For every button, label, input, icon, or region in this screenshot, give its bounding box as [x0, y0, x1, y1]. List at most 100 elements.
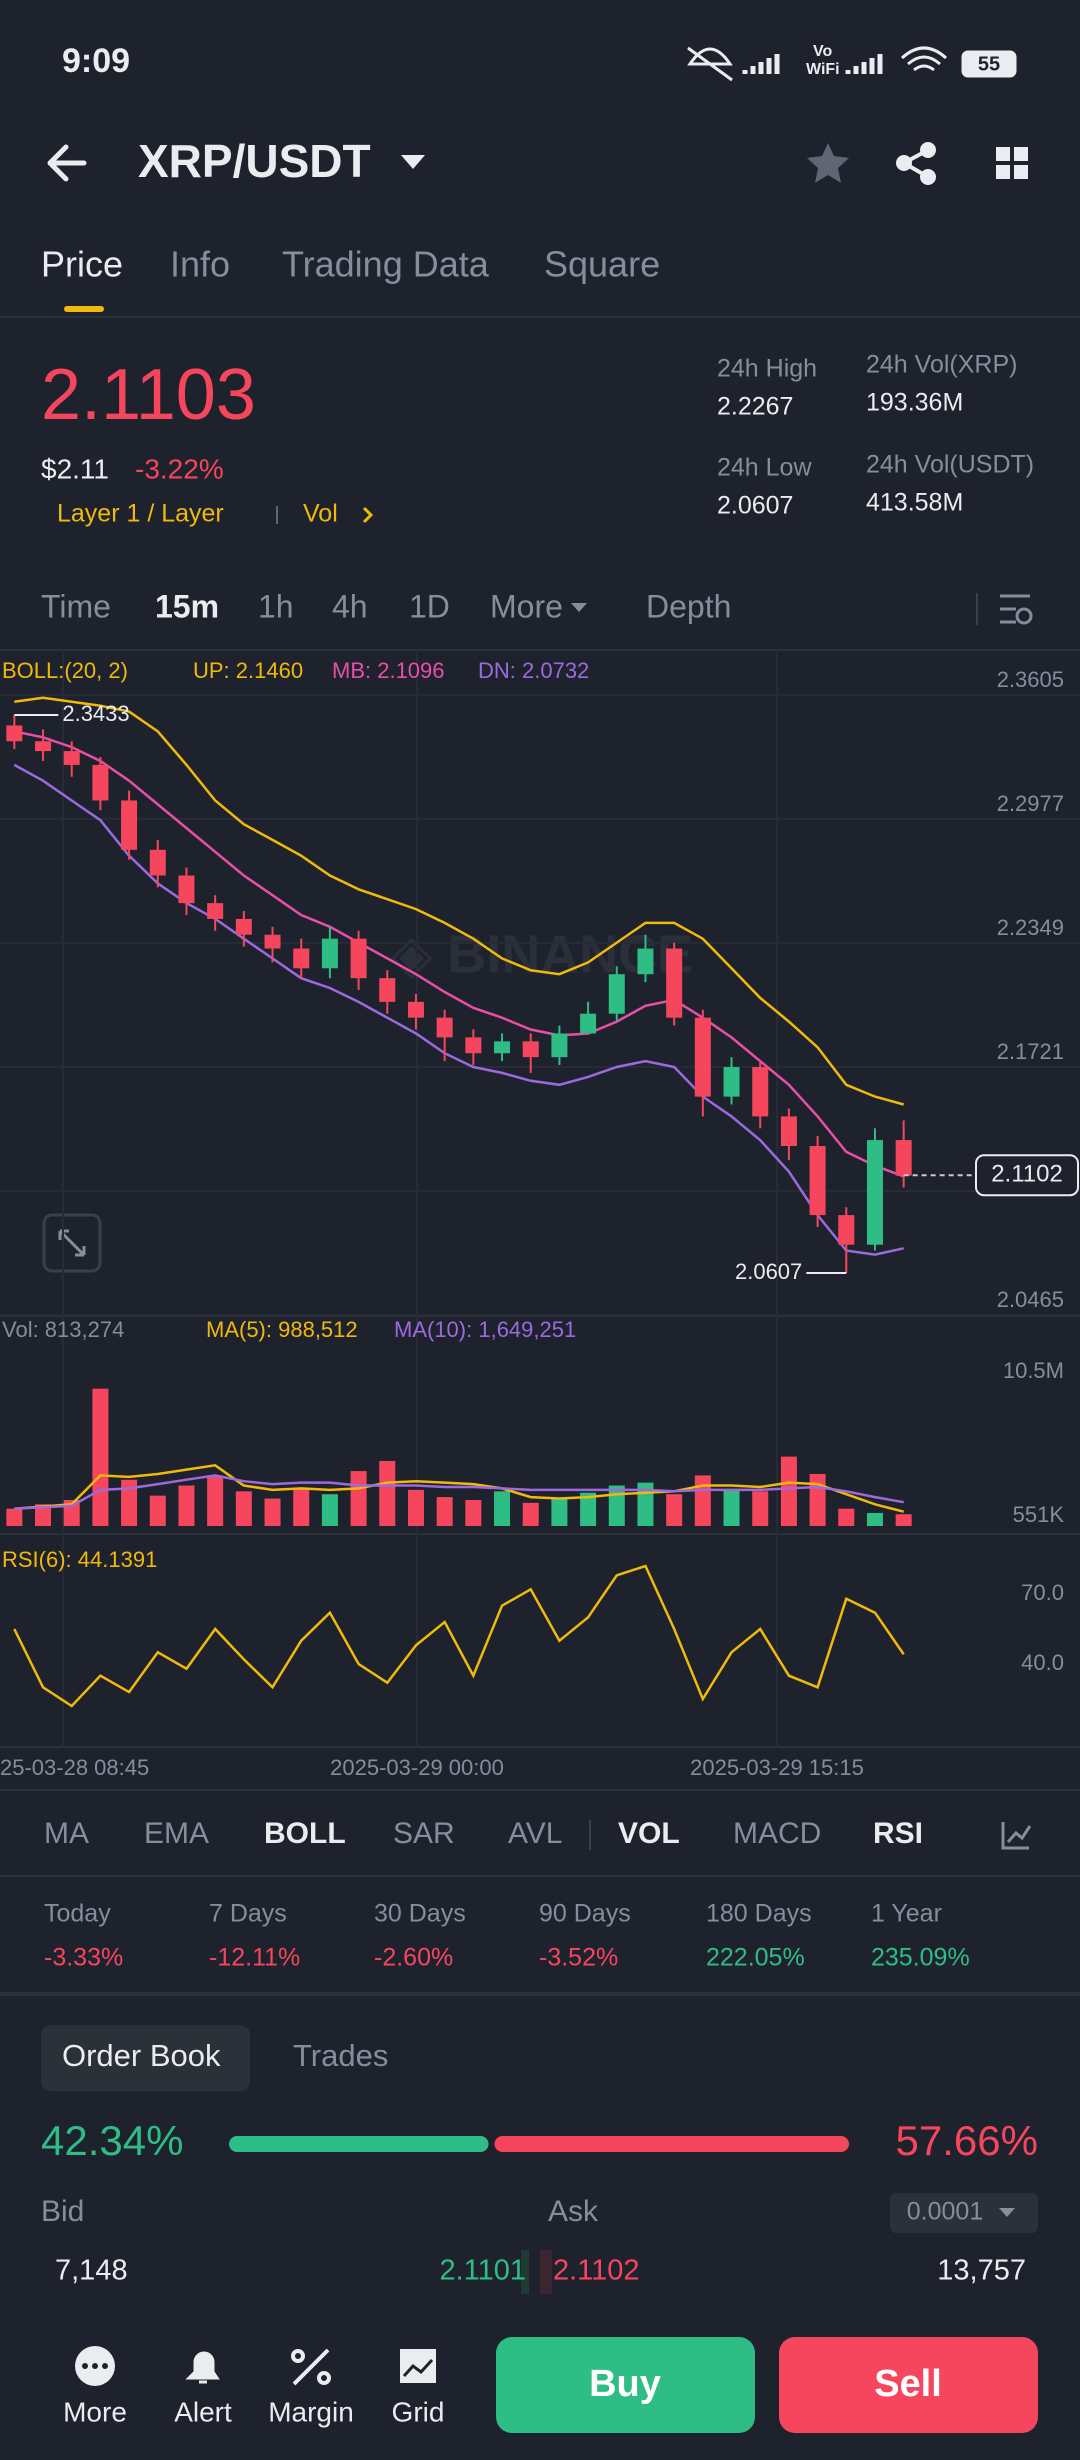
precision-select[interactable] — [890, 2193, 1038, 2233]
precision[interactable]: 0.0001 — [907, 2198, 983, 2226]
volume-ma-line — [14, 1463, 905, 1513]
indicator-tab[interactable]: SAR — [393, 1817, 455, 1850]
stat-value: 2.2267 — [717, 393, 793, 421]
candle-body — [637, 948, 654, 975]
volume-bar — [580, 1492, 597, 1526]
ask-header: Ask — [548, 2195, 599, 2228]
candle-body — [608, 974, 625, 1014]
ask-ratio: 57.66% — [896, 2117, 1038, 2164]
volume-bar — [264, 1498, 281, 1526]
bid-header: Bid — [41, 2195, 84, 2228]
indicator-tab[interactable]: VOL — [618, 1817, 680, 1850]
last-price: 2.1103 — [41, 355, 256, 435]
volume-bar — [35, 1504, 52, 1526]
x-tick-label: 2025-03-29 00:00 — [330, 1755, 504, 1780]
tab[interactable]: Info — [170, 244, 230, 285]
pair-title[interactable]: XRP/USDT — [138, 135, 371, 187]
indicator-settings[interactable] — [1001, 1822, 1032, 1850]
bid-qty: 7,148 — [55, 2255, 128, 2287]
period-change: 222.05% — [706, 1944, 805, 1972]
favorite-button[interactable] — [807, 143, 849, 183]
y-tick-label: 2.1721 — [997, 1039, 1064, 1064]
nav-item[interactable]: Alert — [174, 2396, 232, 2427]
y-tick-label: 2.2977 — [997, 791, 1064, 816]
volume-bar — [407, 1489, 424, 1526]
candle-body — [866, 1140, 883, 1245]
volume-bar — [379, 1460, 396, 1526]
ask-price: 2.1102 — [553, 2255, 640, 2287]
tag[interactable]: Vol — [303, 500, 338, 528]
indicator-value: DN: 2.0732 — [478, 658, 589, 683]
sell-label[interactable]: Sell — [874, 2363, 942, 2405]
nav-item[interactable]: Margin — [268, 2396, 354, 2427]
candle-body — [92, 764, 109, 801]
share-button[interactable] — [896, 142, 936, 185]
volume-bar — [895, 1514, 912, 1526]
tab[interactable]: Trading Data — [282, 244, 490, 285]
candle-body — [293, 948, 310, 969]
candle-body — [494, 1041, 511, 1054]
period-change: -2.60% — [374, 1944, 453, 1972]
volume-bar — [350, 1471, 367, 1526]
tab-indicator — [64, 306, 104, 312]
interval[interactable]: 1h — [258, 588, 294, 624]
layout-button[interactable] — [996, 147, 1028, 179]
tab[interactable]: Order Book — [62, 2038, 221, 2073]
period-change: -12.11% — [209, 1944, 300, 1972]
nav-icons — [75, 2346, 436, 2386]
indicator-tab[interactable]: AVL — [508, 1817, 562, 1850]
tab[interactable]: Trades — [293, 2038, 388, 2073]
back-button[interactable] — [47, 144, 87, 182]
tab[interactable]: Price — [41, 244, 123, 285]
indicator-tab[interactable]: MA — [44, 1817, 89, 1850]
indicator-tab[interactable]: BOLL — [264, 1817, 346, 1850]
candle-body — [780, 1116, 797, 1146]
period-label: 180 Days — [706, 1900, 812, 1928]
buy-button[interactable] — [496, 2337, 755, 2433]
y-tick-label: 551K — [1013, 1502, 1065, 1527]
indicator-title: BOLL:(20, 2) — [2, 658, 128, 683]
rsi-line — [13, 1564, 905, 1708]
tab[interactable]: Square — [544, 244, 660, 285]
more-dropdown[interactable] — [571, 603, 587, 612]
interval[interactable]: 15m — [155, 588, 219, 624]
status-icons — [687, 46, 1017, 82]
indicator-tab[interactable]: RSI — [873, 1817, 923, 1850]
indicator-tab[interactable]: EMA — [144, 1817, 209, 1850]
interval[interactable]: More — [490, 588, 563, 624]
ask-ratio-bar — [494, 2136, 849, 2152]
expand-button[interactable] — [42, 1213, 102, 1273]
tag[interactable]: Layer 1 / Layer — [57, 500, 224, 528]
interval[interactable]: Depth — [646, 588, 731, 624]
y-tick-label: 10.5M — [1003, 1358, 1064, 1383]
volume-bar — [780, 1456, 797, 1526]
divider — [0, 1992, 1080, 1996]
volume-bar — [178, 1485, 195, 1526]
sell-button[interactable] — [779, 2337, 1038, 2433]
price-change: -3.22% — [135, 453, 224, 484]
interval[interactable]: 4h — [332, 588, 368, 624]
indicator-tab[interactable]: MACD — [733, 1817, 821, 1850]
candle-body — [666, 948, 683, 1018]
interval[interactable]: 1D — [409, 588, 450, 624]
nav-item[interactable]: More — [63, 2396, 127, 2427]
stat-label: 24h High — [717, 355, 817, 383]
chart-settings[interactable] — [1000, 594, 1033, 625]
interval[interactable]: Time — [41, 588, 111, 624]
stat-value: 413.58M — [866, 489, 963, 517]
rsi-legend: RSI(6): 44.1391 — [2, 1547, 157, 1572]
order-book-tab[interactable] — [41, 2025, 250, 2091]
candle-body — [379, 978, 396, 1002]
candle-body — [178, 875, 195, 904]
candle-body — [694, 1017, 711, 1097]
volume-legend: MA(5): 988,512 — [206, 1317, 358, 1342]
nav-item[interactable]: Grid — [392, 2396, 445, 2427]
pair-dropdown[interactable] — [401, 155, 425, 169]
tag-chevron[interactable] — [362, 506, 374, 524]
buy-label[interactable]: Buy — [589, 2363, 661, 2405]
period-label: 7 Days — [209, 1900, 287, 1928]
period-label: 30 Days — [374, 1900, 466, 1928]
y-tick-label: 2.2349 — [997, 915, 1064, 940]
boll-line — [14, 730, 905, 1178]
candle-body — [235, 918, 252, 935]
